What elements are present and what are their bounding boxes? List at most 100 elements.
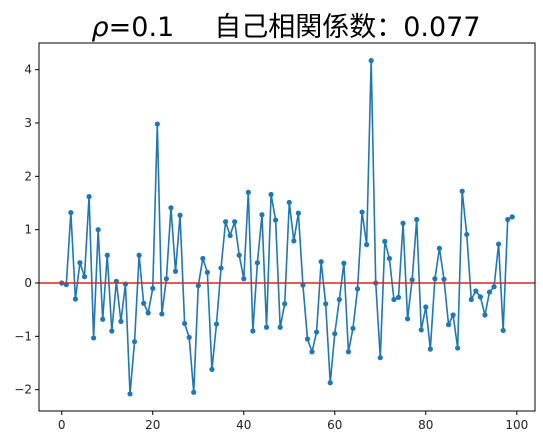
data-point	[309, 349, 315, 355]
data-point	[300, 282, 306, 288]
axes-frame	[38, 42, 536, 412]
data-point	[77, 260, 83, 266]
data-point	[386, 255, 392, 262]
data-point	[350, 325, 356, 331]
data-point	[295, 210, 301, 216]
data-point	[91, 335, 97, 341]
data-point	[109, 328, 115, 334]
data-point	[195, 283, 201, 289]
x-tick-label: 40	[236, 418, 251, 432]
data-point	[427, 346, 433, 352]
data-point	[336, 296, 342, 303]
data-point	[282, 301, 288, 307]
data-point	[163, 276, 170, 282]
data-point	[150, 285, 156, 291]
data-point	[500, 327, 506, 334]
data-point	[250, 328, 256, 334]
data-point	[141, 300, 147, 306]
data-point	[104, 252, 110, 258]
data-point	[86, 194, 92, 200]
data-point	[95, 227, 101, 233]
data-point	[213, 321, 220, 327]
data-point	[395, 294, 402, 300]
data-point	[200, 255, 206, 262]
data-point	[377, 355, 383, 361]
data-point	[68, 210, 74, 216]
data-point	[441, 276, 447, 282]
data-point	[241, 276, 247, 282]
data-point	[364, 242, 370, 248]
data-point	[218, 265, 224, 271]
data-point	[186, 334, 192, 340]
data-point	[172, 268, 179, 274]
data-point	[404, 316, 411, 322]
axis-ticks: 0 20 40 60 80 100 −2 −1 0 1 2 3 4	[14, 63, 528, 432]
data-point	[418, 327, 424, 333]
data-point	[496, 241, 502, 247]
data-point	[154, 121, 160, 127]
title-autocorrelation-label: 自己相関係数：0.077	[214, 12, 480, 43]
data-point	[341, 260, 347, 266]
data-point	[145, 310, 151, 316]
plot-area	[39, 58, 535, 397]
series-line	[61, 59, 513, 395]
data-point	[423, 304, 429, 310]
data-point	[509, 214, 515, 220]
x-tick-label: 0	[58, 418, 66, 432]
data-point	[209, 366, 215, 372]
x-tick-label: 20	[145, 418, 160, 432]
data-point	[473, 288, 479, 294]
y-tick-label: 1	[24, 223, 32, 237]
y-tick-label: −1	[14, 329, 32, 343]
data-point	[455, 345, 461, 351]
data-point	[81, 274, 88, 280]
data-point	[72, 296, 78, 302]
data-point	[332, 331, 338, 337]
data-point	[227, 232, 233, 239]
data-point	[368, 58, 374, 64]
data-point	[259, 212, 265, 218]
data-point	[263, 324, 270, 330]
data-point	[127, 391, 133, 397]
data-point	[491, 284, 497, 290]
data-point	[391, 296, 397, 303]
data-point	[222, 219, 229, 225]
data-point	[168, 205, 174, 211]
data-point	[313, 329, 320, 335]
title-rho-symbol: ρ	[92, 12, 109, 43]
data-point	[482, 312, 488, 318]
data-point	[400, 220, 406, 226]
data-point	[505, 216, 511, 223]
data-point	[254, 260, 261, 266]
data-point	[323, 301, 329, 307]
data-point	[327, 380, 333, 386]
y-tick-label: 4	[24, 63, 32, 77]
data-point	[414, 216, 420, 223]
data-point	[409, 277, 415, 283]
data-point	[486, 289, 493, 295]
data-point	[445, 322, 452, 328]
data-point	[268, 191, 274, 198]
data-point	[359, 209, 365, 215]
data-point	[232, 219, 238, 225]
y-tick-label: 3	[24, 116, 32, 130]
data-point	[177, 212, 183, 218]
data-point	[159, 311, 165, 317]
data-point	[100, 316, 106, 322]
x-tick-label: 60	[327, 418, 342, 432]
data-point	[136, 252, 142, 258]
title-rho-value: =0.1	[109, 12, 175, 43]
data-point	[468, 296, 474, 303]
data-point	[464, 231, 470, 238]
data-point	[304, 336, 311, 342]
data-point	[286, 199, 292, 206]
x-tick-label: 80	[418, 418, 433, 432]
data-point	[182, 320, 188, 327]
data-point	[436, 245, 443, 251]
data-point	[236, 252, 242, 258]
data-point	[450, 312, 456, 318]
y-tick-label: −2	[14, 383, 32, 397]
chart-title: ρ=0.1 自己相関係数：0.077	[92, 12, 481, 43]
x-tick-label: 100	[505, 418, 528, 432]
